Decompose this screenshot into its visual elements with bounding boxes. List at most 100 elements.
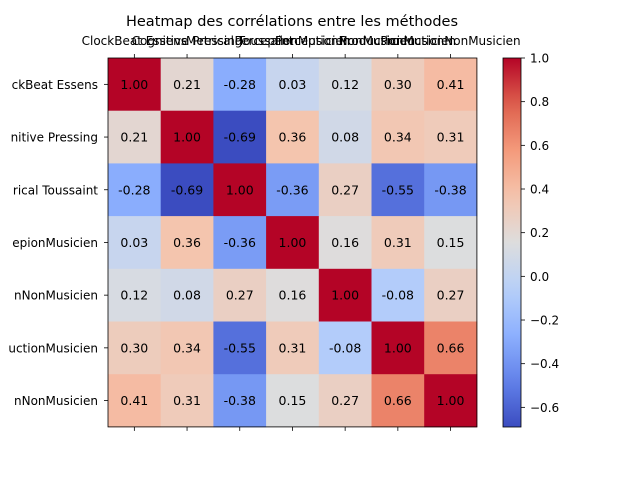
cell-value-label: 0.31 bbox=[437, 130, 465, 145]
heatmap-cell bbox=[371, 110, 425, 164]
chart-title: Heatmap des corrélations entre les métho… bbox=[126, 14, 458, 30]
heatmap-cell bbox=[213, 374, 267, 428]
cell-value-label: 0.12 bbox=[331, 77, 359, 92]
heatmap-cell bbox=[213, 321, 267, 375]
x-tick-label: PerceptionNonMusicien bbox=[275, 34, 415, 48]
colorbar-tick-label: 0.6 bbox=[530, 139, 549, 153]
heatmap-cell bbox=[108, 374, 162, 428]
colorbar-tick-label: −0.4 bbox=[530, 357, 559, 371]
heatmap-cell bbox=[424, 216, 478, 270]
cell-value-label: 0.27 bbox=[331, 182, 359, 197]
cell-value-label: -0.28 bbox=[224, 77, 256, 92]
x-tick-label: PerceptionMusicien bbox=[234, 34, 350, 48]
cell-value-label: 0.34 bbox=[173, 340, 201, 355]
cell-value-label: 0.30 bbox=[120, 340, 148, 355]
heatmap-cell bbox=[318, 110, 372, 164]
cell-value-label: 1.00 bbox=[120, 77, 148, 92]
heatmap-cell bbox=[424, 321, 478, 375]
y-tick-label: rical Toussaint bbox=[13, 183, 98, 197]
cell-value-label: 0.16 bbox=[279, 288, 307, 303]
cell-value-label: 0.34 bbox=[384, 130, 412, 145]
cell-value-label: -0.69 bbox=[171, 182, 203, 197]
heatmap-cell bbox=[424, 110, 478, 164]
cell-value-label: 0.27 bbox=[437, 288, 465, 303]
heatmap-cell bbox=[371, 216, 425, 270]
heatmap-cell bbox=[371, 321, 425, 375]
x-tick-label: ProductionMusicien bbox=[340, 34, 456, 48]
heatmap-cell bbox=[160, 374, 214, 428]
cell-value-label: -0.69 bbox=[224, 130, 256, 145]
y-tick-label: nitive Pressing bbox=[11, 131, 98, 145]
heatmap-cell bbox=[266, 110, 320, 164]
cell-value-label: 0.31 bbox=[173, 393, 201, 408]
cell-value-label: -0.36 bbox=[224, 235, 256, 250]
heatmap-cell bbox=[266, 321, 320, 375]
cell-value-label: 0.08 bbox=[331, 130, 359, 145]
heatmap-cell bbox=[318, 374, 372, 428]
heatmap-cell bbox=[266, 163, 320, 217]
cell-value-label: 1.00 bbox=[437, 393, 465, 408]
heatmap-cell bbox=[371, 268, 425, 322]
cell-value-label: -0.38 bbox=[224, 393, 256, 408]
heatmap-cell bbox=[424, 58, 478, 112]
heatmap-cell bbox=[108, 110, 162, 164]
heatmap-cell bbox=[213, 268, 267, 322]
y-tick-label: nNonMusicien bbox=[14, 289, 98, 303]
heatmap-cell bbox=[213, 216, 267, 270]
cell-value-label: 0.21 bbox=[120, 130, 148, 145]
colorbar-tick-label: 0.2 bbox=[530, 226, 549, 240]
cell-value-label: -0.28 bbox=[118, 182, 150, 197]
heatmap-cell bbox=[160, 58, 214, 112]
heatmap-cell bbox=[424, 163, 478, 217]
colorbar-tick-label: −0.2 bbox=[530, 314, 559, 328]
heatmap-cell bbox=[318, 268, 372, 322]
y-tick-label: uctionMusicien bbox=[8, 341, 98, 355]
cell-value-label: 0.15 bbox=[279, 393, 307, 408]
cell-value-label: 0.15 bbox=[437, 235, 465, 250]
cell-value-label: 1.00 bbox=[279, 235, 307, 250]
heatmap-cell bbox=[266, 58, 320, 112]
heatmap-cell bbox=[266, 268, 320, 322]
heatmap-cell bbox=[266, 374, 320, 428]
colorbar-gradient bbox=[502, 57, 522, 428]
heatmap-cell bbox=[160, 163, 214, 217]
heatmap-cell bbox=[213, 58, 267, 112]
cell-value-label: 0.08 bbox=[173, 288, 201, 303]
cell-value-label: 0.36 bbox=[173, 235, 201, 250]
cell-value-label: 0.21 bbox=[173, 77, 201, 92]
cell-value-label: 0.30 bbox=[384, 77, 412, 92]
x-tick-label: ClockBeat Essens bbox=[82, 34, 187, 48]
cell-value-label: 0.31 bbox=[384, 235, 412, 250]
cell-value-label: -0.55 bbox=[224, 340, 256, 355]
cell-value-label: -0.55 bbox=[382, 182, 414, 197]
cell-value-label: 0.03 bbox=[120, 235, 148, 250]
colorbar: −0.6 −0.4 −0.2 0.0 0.2 0.4 0.6 0.8 1.0 bbox=[502, 52, 559, 428]
heatmap-cell bbox=[371, 374, 425, 428]
heatmap-cell bbox=[160, 110, 214, 164]
cell-value-label: 1.00 bbox=[173, 130, 201, 145]
cell-value-label: 0.27 bbox=[226, 288, 254, 303]
heatmap-cell bbox=[424, 374, 478, 428]
x-tick-label: Metrical Toussaint bbox=[186, 34, 294, 48]
x-tick-label: Cognitive Pressing bbox=[132, 34, 243, 48]
cell-value-label: 0.27 bbox=[331, 393, 359, 408]
colorbar-tick-label: 0.4 bbox=[530, 183, 549, 197]
cell-value-label: 1.00 bbox=[384, 340, 412, 355]
cell-value-label: 0.16 bbox=[331, 235, 359, 250]
cell-value-label: 0.41 bbox=[437, 77, 465, 92]
heatmap-cell bbox=[318, 216, 372, 270]
y-tick-label: epionMusicien bbox=[12, 236, 98, 250]
cell-value-label: 0.41 bbox=[120, 393, 148, 408]
heatmap-cell bbox=[108, 58, 162, 112]
cell-value-label: 1.00 bbox=[226, 182, 254, 197]
heatmap-cell bbox=[424, 268, 478, 322]
heatmap-cell bbox=[160, 268, 214, 322]
y-tick-label: nNonMusicien bbox=[14, 394, 98, 408]
colorbar-tick-label: −0.6 bbox=[530, 401, 559, 415]
heatmap-cell bbox=[160, 321, 214, 375]
heatmap-cell bbox=[266, 216, 320, 270]
colorbar-tick-label: 0.0 bbox=[530, 270, 549, 284]
cell-value-label: -0.08 bbox=[382, 288, 414, 303]
